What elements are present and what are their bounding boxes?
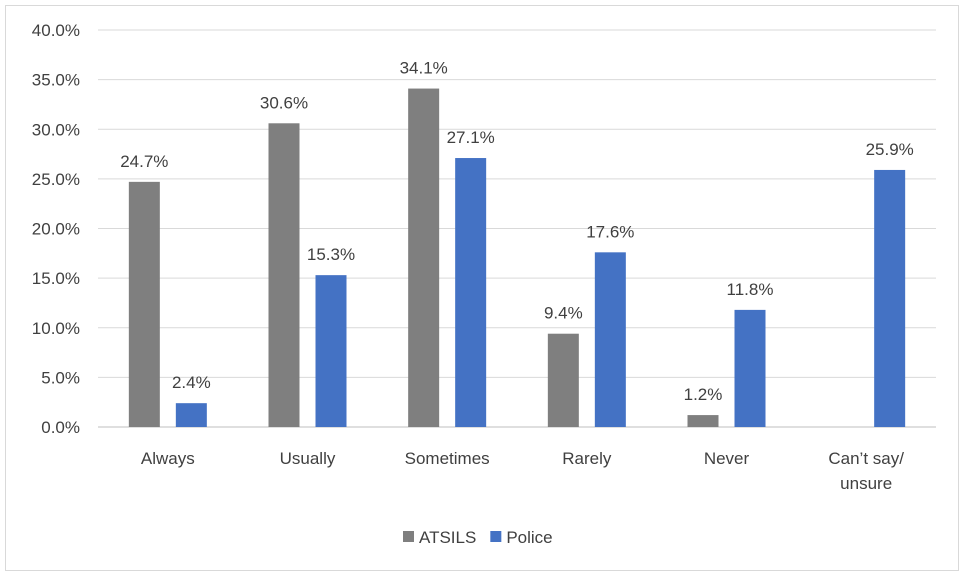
bar-police-1: [315, 275, 347, 427]
x-tick-label: Never: [704, 449, 750, 468]
data-label: 27.1%: [447, 128, 495, 147]
bar-police-2: [455, 158, 487, 427]
legend-swatch-police: [490, 531, 502, 542]
data-label: 9.4%: [544, 304, 583, 323]
y-tick-label: 40.0%: [32, 21, 80, 40]
bar-atsils-4: [687, 415, 719, 427]
legend-label-police: Police: [506, 528, 552, 547]
data-label: 24.7%: [120, 152, 168, 171]
y-tick-label: 0.0%: [41, 418, 80, 437]
legend-label-atsils: ATSILS: [419, 528, 476, 547]
bar-atsils-2: [408, 88, 440, 428]
data-label: 17.6%: [586, 222, 634, 241]
x-tick-label: Usually: [280, 449, 336, 468]
x-tick-label: Can’t say/unsure: [828, 449, 904, 493]
x-axis-tick-labels: Always Usually Sometimes Rarely Never Can’t s…: [141, 449, 904, 493]
bar-atsils-3: [547, 333, 579, 427]
x-tick-label: Rarely: [562, 449, 612, 468]
data-label: 30.6%: [260, 93, 308, 112]
bar-police-5: [874, 169, 906, 427]
data-label: 11.8%: [727, 280, 774, 299]
y-tick-label: 30.0%: [32, 120, 80, 139]
data-label: 1.2%: [684, 385, 723, 404]
bar-atsils-1: [268, 123, 300, 428]
bar-police-4: [734, 309, 766, 427]
bar-police-3: [594, 252, 626, 427]
data-labels: 24.7% 30.6% 34.1% 9.4% 1.2% 2.4% 15.3% 27.1% 17.…: [120, 59, 914, 405]
data-label: 25.9%: [866, 140, 914, 159]
y-tick-label: 10.0%: [32, 319, 80, 338]
y-tick-label: 15.0%: [32, 269, 80, 288]
x-tick-label: Always: [141, 449, 195, 468]
y-tick-label: 25.0%: [32, 170, 80, 189]
x-tick-label: Sometimes: [405, 449, 490, 468]
y-tick-label: 5.0%: [41, 368, 80, 387]
legend-swatch-atsils: [403, 531, 414, 542]
data-label: 34.1%: [400, 59, 448, 78]
legend: ATSILS Police: [403, 528, 553, 547]
data-label: 15.3%: [307, 245, 355, 264]
bar-police-0: [175, 403, 207, 427]
y-tick-label: 35.0%: [32, 71, 80, 90]
y-tick-label: 20.0%: [32, 220, 80, 239]
y-axis-tick-labels: 0.0% 5.0% 10.0% 15.0% 20.0% 25.0% 30.0% 35.0% 40…: [32, 21, 80, 437]
data-label: 2.4%: [172, 373, 211, 392]
bar-atsils-0: [128, 181, 160, 427]
bars: [128, 88, 906, 428]
gridlines: [98, 29, 936, 428]
